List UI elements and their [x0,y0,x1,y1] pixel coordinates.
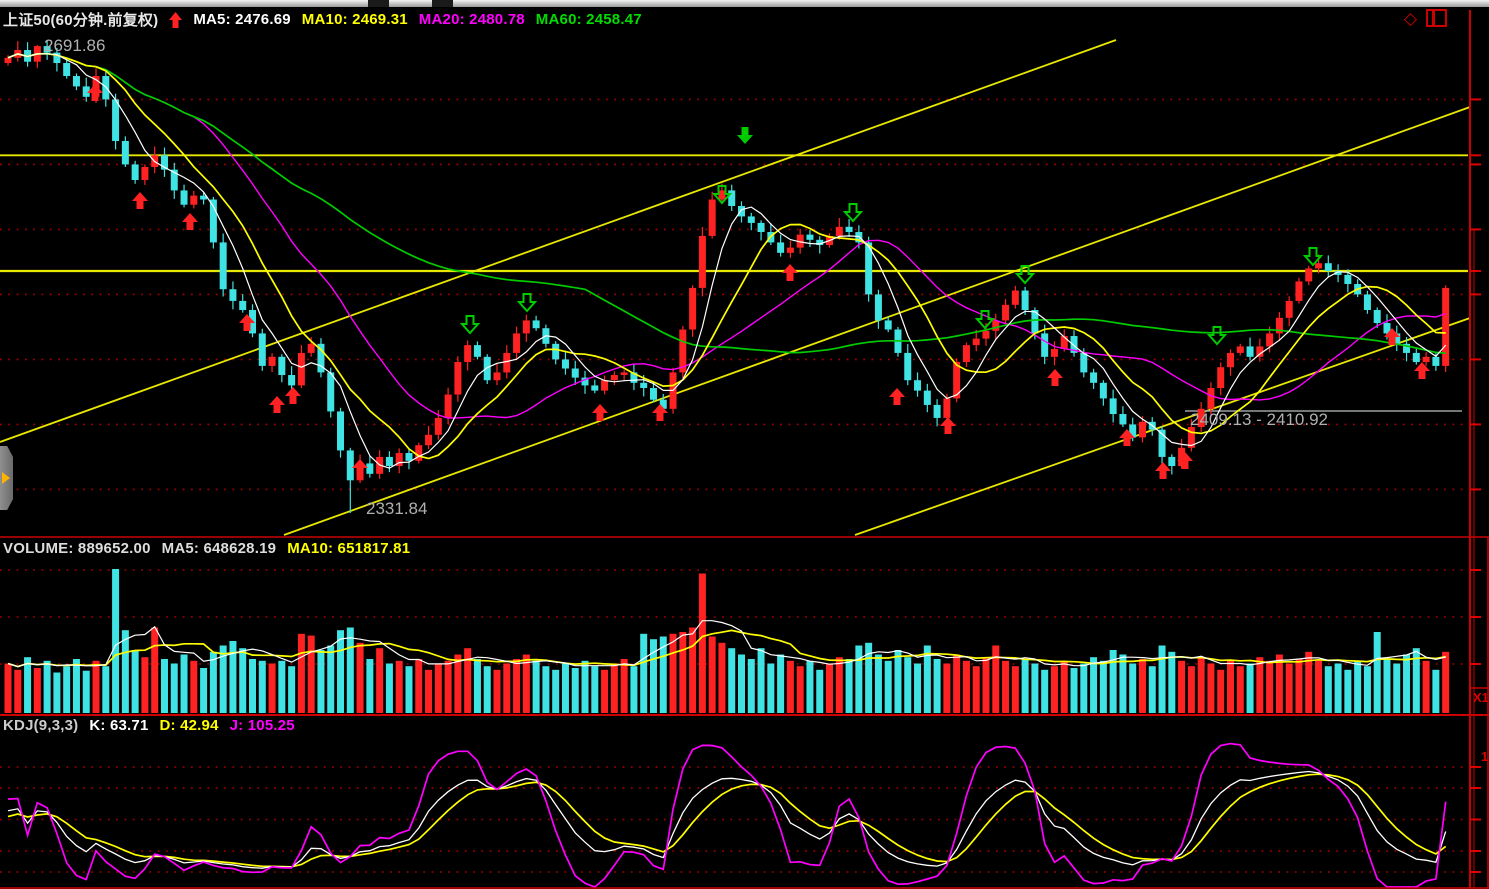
top-strip-notch [432,0,453,7]
split-window-icon[interactable] [1426,9,1448,27]
buy-arrow-icon [1177,452,1193,469]
volume-ma10-value: MA10: 651817.81 [287,540,411,557]
ma20-value: MA20: 2480.78 [418,11,525,28]
expand-arrow-icon [2,472,10,484]
volume-pane-header: VOLUME: 889652.00 MA5: 648628.19 MA10: 6… [3,540,410,557]
window-tools: ◇ [1404,8,1448,28]
candles-layer [4,40,1450,514]
trendlines-layer [0,39,1471,536]
buy-arrow-icon [652,404,668,421]
alert-down-arrow-icon [737,127,753,144]
buy-arrow-icon [182,213,198,230]
buy-arrow-icon [87,84,103,101]
sell-arrow-icon [974,310,996,330]
buy-arrow-icon [1384,328,1400,345]
window-top-strip [0,0,1489,7]
buy-arrow-icon [239,314,255,331]
buy-arrow-icon [889,388,905,405]
kdj-d-value: D: 42.94 [159,717,219,734]
buy-arrow-icon [269,396,285,413]
signal-arrows-layer [87,84,1430,479]
split-window-bar [1432,11,1436,25]
top-strip-notch [368,0,389,7]
buy-arrow-icon [132,192,148,209]
volume-ma5-value: MA5: 648628.19 [161,540,277,557]
buy-arrow-icon [1047,369,1063,386]
axis-layer [0,10,1489,889]
sell-arrow-icon [1206,326,1228,346]
buy-arrow-icon [1414,362,1430,379]
volume-value: VOLUME: 889652.00 [3,540,151,557]
buy-signal-legend-icon [169,11,183,28]
kdj-j-value: J: 105.25 [229,717,295,734]
kdj-k-value: K: 63.71 [89,717,149,734]
kdj-axis-partial-label: 1 [1481,749,1489,764]
buy-arrow-icon [782,264,798,281]
price-ma-layer [7,52,1447,469]
sell-arrow-icon [1014,265,1036,285]
sell-arrow-icon [1302,247,1324,267]
gap-range-label: 2409.13 - 2410.92 [1190,410,1329,429]
buy-arrow-icon [940,417,956,434]
buy-arrow-icon [1155,462,1171,479]
volume-scale-label: X1 [1473,690,1489,705]
buy-arrow-icon [592,404,608,421]
chart-title: 上证50(60分钟.前复权) [3,12,159,29]
volume-layer [4,569,1450,713]
low-price-label: 2331.84 [366,499,428,518]
kdj-pane-header: KDJ(9,3,3) K: 63.71 D: 42.94 J: 105.25 [3,717,295,734]
kdj-layer [7,742,1447,888]
sell-arrow-icon [516,293,538,313]
ma60-value: MA60: 2458.47 [535,11,642,28]
ma10-value: MA10: 2469.31 [301,11,408,28]
high-price-label: 2691.86 [44,36,106,55]
ma5-value: MA5: 2476.69 [193,11,291,28]
diamond-tool-icon[interactable]: ◇ [1404,8,1418,28]
buy-arrow-icon [285,387,301,404]
kdj-params-label: KDJ(9,3,3) [3,717,79,734]
buy-arrow-icon [1119,429,1135,446]
sell-arrow-icon [842,203,864,223]
main-chart-header: 上证50(60分钟.前复权) MA5: 2476.69 MA10: 2469.3… [3,9,642,30]
buy-arrow-icon [352,459,368,476]
panel-expand-tab[interactable] [0,446,13,510]
sell-arrow-icon [459,315,481,335]
sell-arrow-icon [711,185,733,205]
